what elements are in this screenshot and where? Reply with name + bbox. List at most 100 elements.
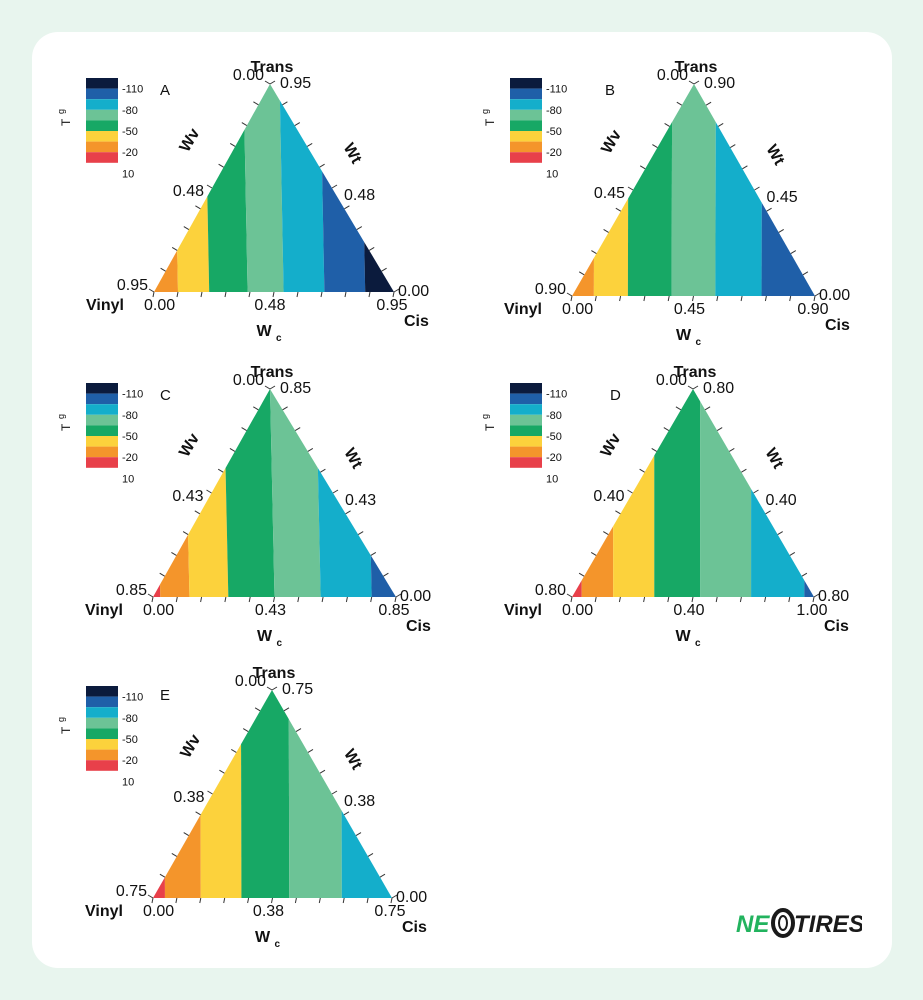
legend-swatch-6 (510, 131, 542, 142)
bottom-tick (176, 291, 179, 298)
legend-tick-label: -110 (122, 692, 143, 704)
left-tick (566, 593, 573, 598)
bottom-tick (224, 291, 227, 298)
legend-tick-label: -80 (122, 410, 138, 422)
legend-swatch-7 (86, 446, 118, 458)
contour-band-1 (153, 584, 161, 597)
left-tick (627, 489, 633, 494)
bottom-tick (175, 897, 178, 904)
legend-title: T (59, 118, 73, 126)
left-tick (639, 468, 645, 473)
legend-tick-label: 10 (122, 168, 134, 180)
contour-band-5 (270, 389, 321, 597)
contour-band-1 (572, 580, 582, 597)
bottom-tick-label-mid: 0.40 (673, 602, 704, 619)
left-tick (147, 593, 154, 598)
bottom-tick (813, 295, 816, 302)
left-tick (264, 385, 271, 390)
panel-d: 0.00 0.80 0.40 0.40 0.80 0.80 0.00 0.40 1.00 Tran… (480, 364, 849, 649)
legend-tick-label: -20 (122, 452, 138, 464)
right-tick (269, 385, 276, 390)
legend-tick-label: -80 (122, 713, 138, 725)
left-tick (171, 551, 177, 556)
legend-swatch-5 (510, 120, 542, 131)
contour-band-3 (627, 122, 673, 296)
contour-band-2 (593, 198, 629, 296)
bottom-tick-label-start: 0.00 (144, 297, 175, 314)
legend-swatch-1 (86, 78, 118, 89)
legend-swatch-5 (86, 120, 118, 131)
legend-tick-label: -50 (122, 431, 138, 443)
legend-tick-label: 10 (546, 168, 558, 180)
right-tick (393, 288, 400, 293)
legend-swatch-8 (86, 152, 118, 163)
contour-band-5 (715, 122, 762, 296)
left-tick (217, 468, 224, 473)
legend-swatch-7 (86, 141, 118, 153)
legend-swatch-3 (86, 99, 118, 110)
bottom-tick (618, 596, 621, 603)
bottom-tick (390, 897, 393, 904)
bottom-tick-label-end: 0.85 (378, 602, 409, 619)
right-mid-tick-label: 0.45 (767, 189, 798, 206)
right-mid-tick-label: 0.43 (345, 492, 376, 509)
left-tick (229, 142, 236, 147)
bottom-tick (394, 596, 397, 603)
bottom-tick (570, 596, 573, 603)
vertex-label-cis: Cis (824, 618, 849, 635)
legend-swatch-7 (510, 446, 542, 458)
right-end-tick-label: 0.80 (818, 588, 849, 605)
vertex-label-cis: Cis (825, 317, 850, 334)
axis-label-wc-sub: c (277, 638, 283, 649)
right-tick (383, 572, 389, 577)
contour-band-3 (207, 129, 248, 292)
bottom-tick (152, 291, 155, 298)
left-tick (591, 250, 597, 255)
vertex-label-cis: Cis (406, 618, 431, 635)
legend-swatch-7 (86, 749, 118, 761)
logo-text-ne: NE (736, 911, 770, 938)
left-tick (219, 769, 225, 774)
right-tick (320, 468, 326, 473)
legend-tick-label: 10 (122, 473, 134, 485)
right-tick (343, 811, 350, 816)
contour-band-6 (761, 202, 815, 296)
right-tick (357, 531, 364, 536)
bottom-tick (271, 897, 273, 904)
legend-tick-label: -110 (546, 389, 567, 401)
bottom-tick (344, 291, 347, 298)
colorbar-legend: -110 -80 -50 -20 10 Tg (480, 78, 567, 180)
bottom-tick (788, 596, 791, 603)
legend-swatch-1 (510, 78, 542, 89)
panel-b: 0.00 0.900.45 0.450.000.900.00 0.45 0.90Tran… (480, 59, 850, 348)
left-tick (171, 246, 178, 251)
left-tick (195, 811, 201, 816)
right-tick (331, 790, 338, 795)
left-tick (652, 144, 658, 149)
legend-swatch-2 (510, 393, 542, 405)
legend-title: T (59, 726, 73, 734)
legend-swatch-6 (86, 131, 118, 142)
legend-swatch-8 (510, 457, 542, 468)
bottom-tick (248, 291, 251, 298)
bottom-tick (643, 295, 646, 302)
panel-letter: C (160, 387, 171, 404)
axis-label-wc-sub: c (696, 337, 702, 348)
contour-band-7 (804, 580, 814, 597)
legend-swatch-8 (86, 760, 118, 771)
left-tick (229, 447, 236, 452)
vertex-label-cis: Cis (404, 313, 429, 330)
right-tick (307, 748, 314, 753)
right-tick (765, 510, 771, 515)
bottom-tick-label-end: 1.00 (796, 602, 827, 619)
right-tick (344, 205, 350, 210)
right-tick (391, 894, 398, 899)
bottom-tick (321, 596, 324, 603)
axis-label-wc: W (256, 323, 272, 340)
left-tick (241, 122, 248, 127)
left-tick (264, 80, 271, 85)
right-tick (345, 510, 351, 515)
bottom-tick (273, 596, 275, 603)
axis-label-wc: W (255, 929, 271, 946)
legend-title-sub: g (480, 109, 490, 114)
